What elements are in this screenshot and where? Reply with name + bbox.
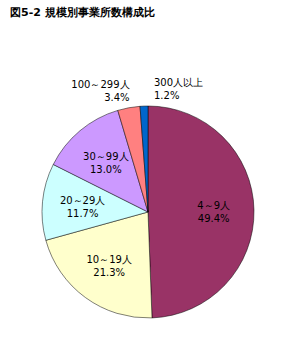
title: 図5-2 規模別事業所数構成比 <box>10 6 155 19</box>
value-label: 49.4% <box>198 213 230 224</box>
pie-slice <box>140 106 148 212</box>
value-label: 11.7% <box>67 208 99 219</box>
data-label: 300人以上 1.2% <box>154 77 203 101</box>
category-label: 30～99人 <box>83 151 128 162</box>
data-labels: 4～9人 49.4% 10～19人 21.3% 20～29人 11.7% 30～99人 13.… <box>60 77 230 278</box>
chart: 図5-2 規模別事業所数構成比 4～9人 49.4% 10～19人 21.3% 20～29… <box>0 0 288 359</box>
value-label: 1.2% <box>154 90 179 101</box>
data-label: 30～99人 13.0% <box>83 151 128 175</box>
category-label: 20～29人 <box>60 195 105 206</box>
category-label: 10～19人 <box>86 254 131 265</box>
value-label: 13.0% <box>90 164 122 175</box>
pie <box>42 106 254 318</box>
data-label: 10～19人 21.3% <box>86 254 131 278</box>
pie-slice <box>148 106 254 318</box>
category-label: 4～9人 <box>197 200 230 211</box>
category-label: 300人以上 <box>154 77 203 88</box>
data-label: 20～29人 11.7% <box>60 195 105 219</box>
data-label: 4～9人 49.4% <box>197 200 230 224</box>
value-label: 3.4% <box>104 92 129 103</box>
category-label: 100～299人 <box>71 79 129 90</box>
value-label: 21.3% <box>93 267 125 278</box>
data-label: 100～299人 3.4% <box>71 79 129 103</box>
